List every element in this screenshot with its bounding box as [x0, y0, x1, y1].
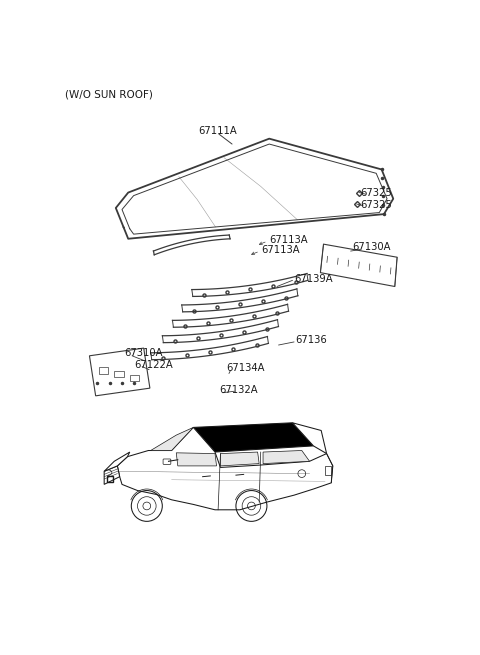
Text: 67134A: 67134A — [227, 363, 265, 373]
Polygon shape — [220, 452, 259, 466]
Text: 67122A: 67122A — [134, 360, 173, 370]
Polygon shape — [176, 453, 216, 466]
Text: 67130A: 67130A — [352, 242, 391, 252]
Text: 67325: 67325 — [360, 187, 392, 198]
Text: 67113A: 67113A — [269, 234, 308, 244]
Text: 67132A: 67132A — [219, 385, 257, 396]
Polygon shape — [151, 428, 193, 451]
Text: 67136: 67136 — [296, 335, 327, 345]
Text: 67325: 67325 — [360, 200, 392, 210]
Polygon shape — [104, 452, 130, 472]
Text: 67310A: 67310A — [124, 348, 163, 358]
Text: 67113A: 67113A — [262, 244, 300, 255]
Polygon shape — [117, 428, 333, 510]
Polygon shape — [292, 422, 326, 454]
Text: (W/O SUN ROOF): (W/O SUN ROOF) — [65, 89, 153, 100]
Text: 67139A: 67139A — [294, 274, 333, 284]
Polygon shape — [263, 451, 310, 464]
Polygon shape — [193, 422, 313, 452]
Text: 67111A: 67111A — [198, 126, 237, 136]
Polygon shape — [104, 466, 120, 485]
